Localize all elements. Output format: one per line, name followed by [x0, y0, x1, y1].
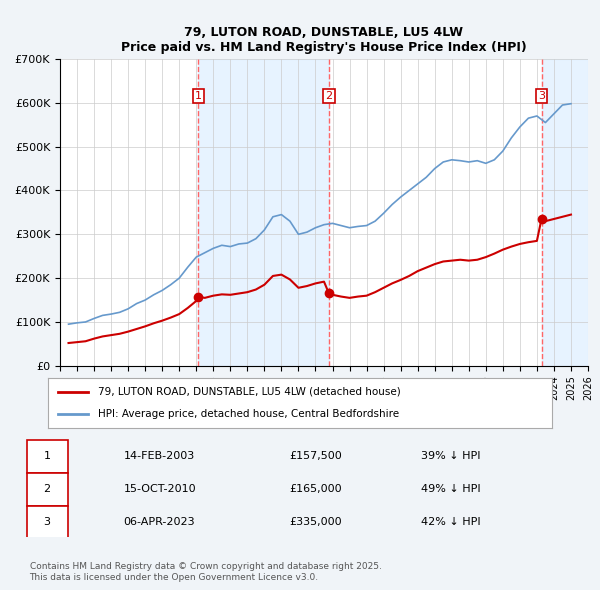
- Text: HPI: Average price, detached house, Central Bedfordshire: HPI: Average price, detached house, Cent…: [98, 409, 400, 419]
- Text: 15-OCT-2010: 15-OCT-2010: [124, 484, 196, 494]
- FancyBboxPatch shape: [27, 473, 68, 506]
- Text: 1: 1: [195, 91, 202, 101]
- FancyBboxPatch shape: [27, 440, 68, 473]
- Text: 2: 2: [325, 91, 332, 101]
- Text: 06-APR-2023: 06-APR-2023: [124, 517, 195, 527]
- Text: 79, LUTON ROAD, DUNSTABLE, LU5 4LW (detached house): 79, LUTON ROAD, DUNSTABLE, LU5 4LW (deta…: [98, 386, 401, 396]
- FancyBboxPatch shape: [27, 506, 68, 539]
- Text: Contains HM Land Registry data © Crown copyright and database right 2025.
This d: Contains HM Land Registry data © Crown c…: [29, 562, 382, 582]
- Text: 3: 3: [44, 517, 50, 527]
- Text: 49% ↓ HPI: 49% ↓ HPI: [421, 484, 481, 494]
- Text: 39% ↓ HPI: 39% ↓ HPI: [421, 451, 481, 461]
- Text: £165,000: £165,000: [289, 484, 341, 494]
- Text: £157,500: £157,500: [289, 451, 342, 461]
- Text: 3: 3: [538, 91, 545, 101]
- Text: 42% ↓ HPI: 42% ↓ HPI: [421, 517, 481, 527]
- Text: 2: 2: [44, 484, 51, 494]
- Title: 79, LUTON ROAD, DUNSTABLE, LU5 4LW
Price paid vs. HM Land Registry's House Price: 79, LUTON ROAD, DUNSTABLE, LU5 4LW Price…: [121, 26, 527, 54]
- Text: 14-FEB-2003: 14-FEB-2003: [124, 451, 194, 461]
- Text: 1: 1: [44, 451, 50, 461]
- Bar: [199, 59, 329, 366]
- Bar: [542, 59, 588, 366]
- Text: £335,000: £335,000: [289, 517, 341, 527]
